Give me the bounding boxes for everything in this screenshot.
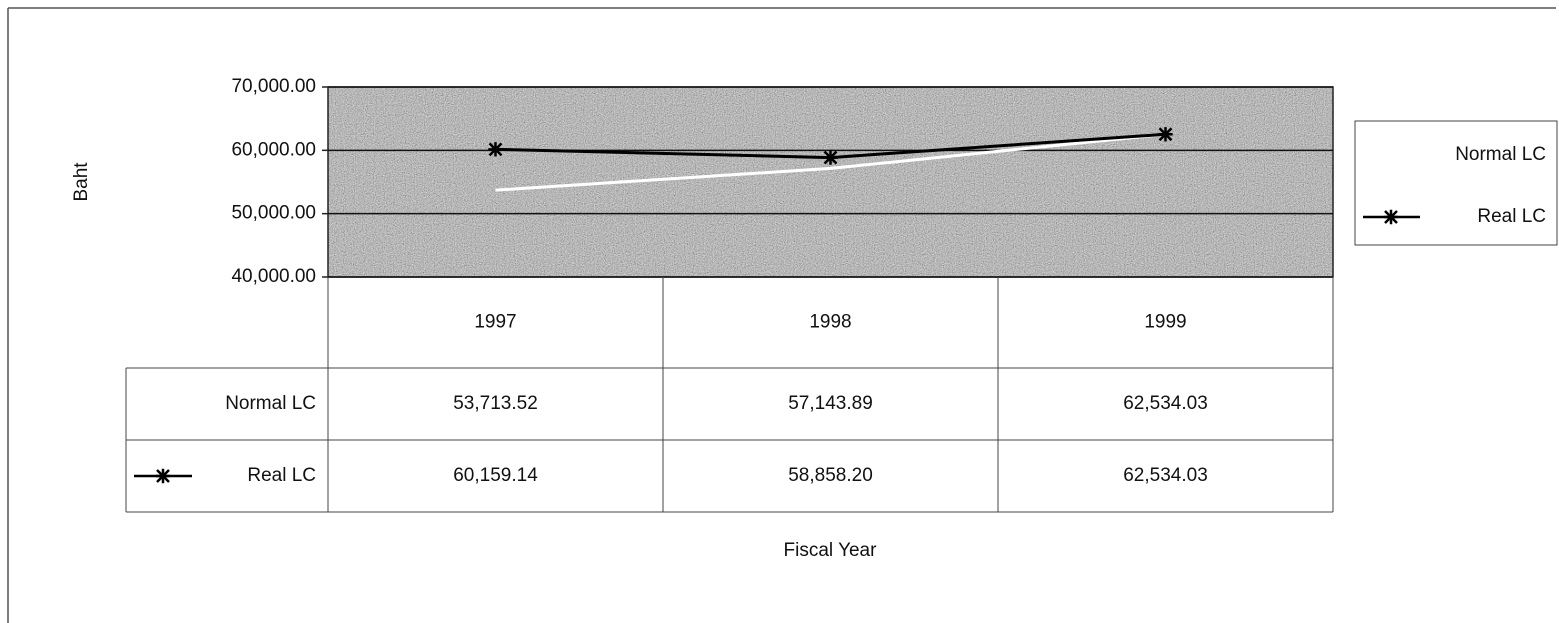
table-legend-marker [155, 468, 171, 484]
legend-label: Normal LC [1455, 144, 1546, 165]
x-axis-label: Fiscal Year [784, 540, 878, 561]
x-tick-label: 1997 [474, 312, 516, 333]
table-series-name: Normal LC [225, 393, 316, 414]
y-tick-label: 60,000.00 [231, 139, 316, 160]
table-value: 62,534.03 [1123, 465, 1208, 486]
x-tick-label: 1998 [809, 312, 851, 333]
legend-box [1354, 120, 1558, 246]
table-value: 60,159.14 [453, 465, 538, 486]
series-line [495, 132, 1166, 192]
x-tick-label: 1999 [1144, 312, 1186, 333]
series-marker [1158, 127, 1173, 142]
legend-label: Real LC [1477, 206, 1546, 227]
plot-texture [328, 87, 1333, 277]
table-value: 62,534.03 [1123, 393, 1208, 414]
table-value: 57,143.89 [788, 393, 873, 414]
series-marker [488, 142, 503, 157]
table-series-name: Real LC [247, 465, 316, 486]
y-tick-label: 70,000.00 [231, 76, 316, 97]
table-value: 53,713.52 [453, 393, 538, 414]
y-axis-label: Baht [71, 162, 92, 202]
table-value: 58,858.20 [788, 465, 873, 486]
y-tick-label: 50,000.00 [231, 203, 316, 224]
y-tick-label: 40,000.00 [231, 266, 316, 287]
legend-marker [1383, 209, 1399, 225]
series-marker [823, 150, 838, 165]
